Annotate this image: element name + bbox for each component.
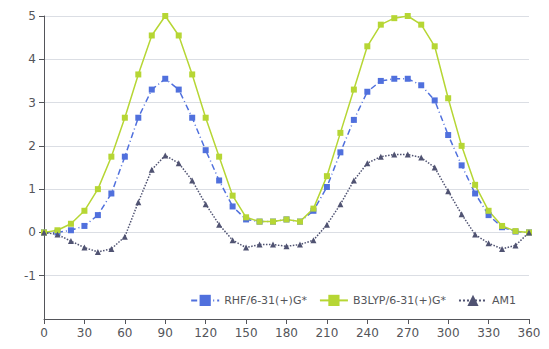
svg-text:0: 0 [28,225,36,239]
svg-text:60: 60 [117,326,132,340]
svg-text:-1: -1 [24,269,36,283]
svg-text:120: 120 [194,326,217,340]
svg-text:90: 90 [158,326,173,340]
svg-text:0: 0 [40,326,48,340]
svg-text:180: 180 [275,326,298,340]
svg-text:240: 240 [356,326,379,340]
svg-text:210: 210 [315,326,338,340]
svg-text:30: 30 [77,326,92,340]
svg-text:330: 330 [477,326,500,340]
svg-text:RHF/6-31(+)G*: RHF/6-31(+)G* [224,294,307,307]
svg-text:360: 360 [518,326,541,340]
svg-text:4: 4 [28,52,36,66]
svg-text:5: 5 [28,9,36,23]
svg-text:150: 150 [235,326,258,340]
svg-text:AM1: AM1 [492,294,516,307]
svg-text:270: 270 [396,326,419,340]
svg-text:B3LYP/6-31(+)G*: B3LYP/6-31(+)G* [353,294,447,307]
svg-text:1: 1 [28,182,36,196]
svg-text:300: 300 [437,326,460,340]
svg-text:3: 3 [28,96,36,110]
svg-text:2: 2 [28,139,36,153]
